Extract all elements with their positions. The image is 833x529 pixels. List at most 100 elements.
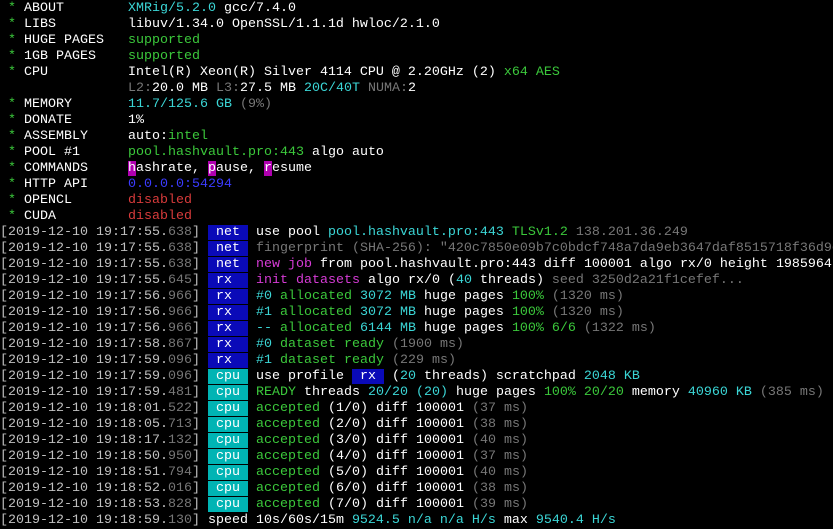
timestamp: [2019-12-10 19:17:55. xyxy=(0,273,168,288)
log-line: * MEMORY 11.7/125.6 GB (9%) xyxy=(0,97,833,113)
log-text: 645 xyxy=(167,273,192,288)
log-text: threads) xyxy=(471,273,544,288)
timestamp: ] xyxy=(191,305,208,320)
log-text: 100001 xyxy=(415,433,464,448)
timestamp: [2019-12-10 19:18:59. xyxy=(0,513,168,528)
timestamp: ] xyxy=(191,289,208,304)
timestamp: [2019-12-10 19:18:52. xyxy=(0,481,168,496)
log-text: speed 10s/60s/15m xyxy=(207,513,352,528)
log-text: threads) xyxy=(415,369,488,384)
log-line: [2019-12-10 19:17:55.638] net new job fr… xyxy=(0,257,833,273)
timestamp: ] xyxy=(191,481,208,496)
log-text: ABOUT xyxy=(24,1,128,16)
timestamp: ] xyxy=(191,337,208,352)
log-text: 20.0 MB xyxy=(151,81,208,96)
bullet-star: * xyxy=(0,33,24,48)
log-text: OPENCL xyxy=(24,193,128,208)
log-line: [2019-12-10 19:18:52.016] cpu accepted (… xyxy=(0,481,833,497)
log-text: intel xyxy=(167,129,208,144)
log-line: [2019-12-10 19:17:56.966] rx -- allocate… xyxy=(0,321,833,337)
timestamp: [2019-12-10 19:18:53. xyxy=(0,497,168,512)
log-text: (39 ms) xyxy=(463,497,528,512)
log-text: READY xyxy=(255,385,296,400)
log-text: 6144 MB xyxy=(359,321,416,336)
log-tag-badge: cpu xyxy=(207,369,248,384)
log-line: [2019-12-10 19:18:51.794] cpu accepted (… xyxy=(0,465,833,481)
log-text: (9%) xyxy=(231,97,272,112)
log-text: 2 xyxy=(407,81,416,96)
log-text: LIBS xyxy=(24,17,128,32)
log-text: ( xyxy=(383,369,400,384)
log-text: init datasets xyxy=(255,273,360,288)
log-line: * POOL #1 pool.hashvault.pro:443 algo au… xyxy=(0,145,833,161)
timestamp: ] xyxy=(191,449,208,464)
log-text: HUGE PAGES xyxy=(24,33,128,48)
log-text: seed 3250d2a21f1cefef... xyxy=(543,273,744,288)
log-tag-badge: rx xyxy=(207,305,248,320)
log-text xyxy=(248,433,256,448)
log-text: n/a n/a H/s xyxy=(399,513,496,528)
log-text: 40960 KB xyxy=(687,385,752,400)
log-text: algo xyxy=(631,257,680,272)
log-text xyxy=(0,81,128,96)
log-text xyxy=(248,257,256,272)
bullet-star: * xyxy=(0,65,24,80)
log-line: [2019-12-10 19:18:01.522] cpu accepted (… xyxy=(0,401,833,417)
log-text: algo auto xyxy=(303,145,384,160)
log-text: ( xyxy=(439,273,456,288)
log-text: algo xyxy=(359,273,408,288)
log-tag-badge: rx xyxy=(207,273,248,288)
log-text: 100% xyxy=(511,289,544,304)
log-text: diff xyxy=(367,417,416,432)
log-text: (40 ms) xyxy=(463,465,528,480)
log-text: pool.hashvault.pro:443 xyxy=(359,257,536,272)
log-text: disabled xyxy=(127,193,192,208)
log-text: threads xyxy=(295,385,368,400)
log-text: CUDA xyxy=(24,209,128,224)
log-line: [2019-12-10 19:17:58.867] rx #0 dataset … xyxy=(0,337,833,353)
log-text: 638 xyxy=(167,225,192,240)
log-text: huge pages xyxy=(415,321,512,336)
log-text: COMMANDS xyxy=(24,161,128,176)
timestamp: ] xyxy=(191,401,208,416)
log-text: 27.5 MB xyxy=(239,81,296,96)
log-text: allocated xyxy=(271,321,360,336)
log-text: MEMORY xyxy=(24,97,128,112)
log-text: use pool xyxy=(255,225,328,240)
timestamp: [2019-12-10 19:17:56. xyxy=(0,289,168,304)
log-text: 130 xyxy=(167,513,192,528)
log-line: * HTTP API 0.0.0.0:54294 xyxy=(0,177,833,193)
log-text xyxy=(248,321,256,336)
log-text xyxy=(248,417,256,432)
bullet-star: * xyxy=(0,113,24,128)
log-text: 966 xyxy=(167,321,192,336)
log-tag-badge: cpu xyxy=(207,497,248,512)
log-text: (2/0) xyxy=(319,417,368,432)
log-text: ASSEMBLY xyxy=(24,129,128,144)
log-text: diff xyxy=(367,433,416,448)
timestamp: ] xyxy=(191,385,208,400)
log-text: use profile xyxy=(255,369,352,384)
log-tag-badge: cpu xyxy=(207,465,248,480)
log-text: #1 xyxy=(255,353,272,368)
log-text: 100001 xyxy=(415,449,464,464)
log-text xyxy=(248,289,256,304)
log-line: [2019-12-10 19:17:55.645] rx init datase… xyxy=(0,273,833,289)
log-line: * CPU Intel(R) Xeon(R) Silver 4114 CPU @… xyxy=(0,65,833,81)
log-text: 100% 6/6 xyxy=(511,321,576,336)
bullet-star: * xyxy=(0,177,24,192)
timestamp: ] xyxy=(191,465,208,480)
log-text xyxy=(248,385,256,400)
log-line: * OPENCL disabled xyxy=(0,193,833,209)
log-text: new job xyxy=(255,257,312,272)
bullet-star: * xyxy=(0,1,24,16)
log-text: 794 xyxy=(167,465,192,480)
log-text: 138.201.36.249 xyxy=(575,225,688,240)
log-text: diff xyxy=(367,465,416,480)
log-text: 1985964 xyxy=(775,257,832,272)
timestamp: [2019-12-10 19:17:55. xyxy=(0,241,168,256)
log-line: * HUGE PAGES supported xyxy=(0,33,833,49)
timestamp: ] xyxy=(191,369,208,384)
log-text: fingerprint (SHA-256): "420c7850e09b7c0b… xyxy=(255,241,833,256)
bullet-star: * xyxy=(0,17,24,32)
